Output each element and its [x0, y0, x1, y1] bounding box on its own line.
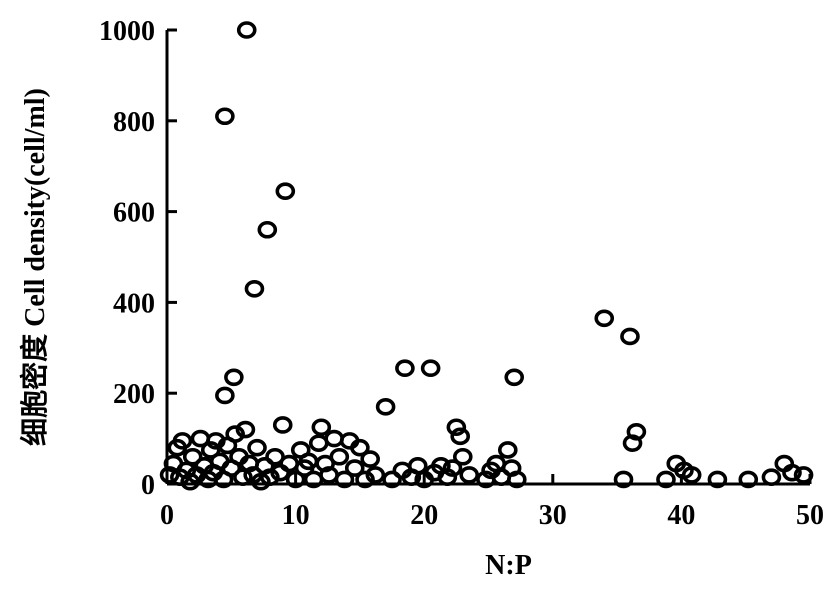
data-point	[504, 368, 525, 387]
x-tick-label: 30	[539, 500, 567, 531]
data-point	[225, 425, 245, 443]
data-point	[707, 470, 728, 489]
data-point	[459, 466, 480, 484]
data-point	[738, 470, 759, 489]
y-tick-label: 200	[113, 379, 155, 410]
data-point	[285, 470, 306, 489]
data-point	[446, 418, 467, 437]
data-point	[235, 420, 256, 439]
data-point	[275, 182, 296, 200]
data-point	[350, 438, 370, 457]
data-point	[382, 470, 402, 489]
data-point	[613, 470, 634, 489]
data-point	[437, 468, 458, 486]
data-point	[506, 470, 527, 489]
data-point	[656, 470, 676, 489]
y-tick-label: 400	[113, 288, 155, 319]
data-point	[279, 454, 299, 473]
data-point	[200, 441, 221, 459]
x-tick-label: 20	[410, 500, 438, 531]
data-point	[260, 468, 280, 486]
data-point	[497, 441, 518, 459]
data-point	[782, 463, 802, 482]
data-point	[681, 466, 702, 484]
data-point	[375, 398, 396, 416]
data-point	[355, 470, 375, 489]
data-point	[594, 309, 615, 328]
data-point	[272, 416, 293, 434]
data-point	[329, 447, 350, 466]
data-point	[311, 418, 332, 437]
y-tick-label: 0	[141, 470, 155, 501]
y-tick-label: 600	[113, 198, 155, 229]
data-point	[172, 432, 193, 450]
y-tick-label: 1000	[99, 16, 155, 47]
data-points	[159, 21, 814, 491]
axes	[165, 30, 810, 486]
data-point	[247, 438, 267, 457]
data-point	[224, 368, 244, 387]
data-point	[360, 450, 380, 468]
y-axis-label: 细胞密度 Cell density(cell/ml)	[18, 88, 51, 446]
data-point	[244, 279, 265, 298]
data-point	[622, 434, 643, 452]
x-tick-label: 40	[667, 500, 695, 531]
data-point	[344, 459, 365, 477]
data-point	[182, 447, 203, 466]
data-point	[308, 434, 329, 452]
data-point	[442, 459, 463, 477]
x-tick-label: 0	[160, 500, 174, 531]
data-point	[215, 386, 235, 405]
data-point	[324, 429, 344, 448]
x-tick-label: 50	[796, 500, 824, 531]
data-point	[334, 470, 355, 489]
data-point	[420, 359, 441, 378]
data-point	[236, 21, 257, 39]
data-point	[793, 466, 814, 484]
x-tick-label: 10	[282, 500, 310, 531]
data-point	[365, 466, 386, 484]
tick-group: 0 200 400 600 800 1000 0 10 20 30 40 50	[99, 16, 824, 531]
data-point	[395, 359, 415, 378]
x-axis-label: N:P	[485, 550, 532, 581]
data-point	[620, 327, 640, 346]
data-point	[215, 107, 235, 126]
data-point	[450, 427, 471, 446]
data-point	[452, 447, 473, 466]
data-point	[761, 468, 782, 486]
y-tick-label: 800	[113, 107, 155, 138]
data-point	[257, 220, 278, 239]
